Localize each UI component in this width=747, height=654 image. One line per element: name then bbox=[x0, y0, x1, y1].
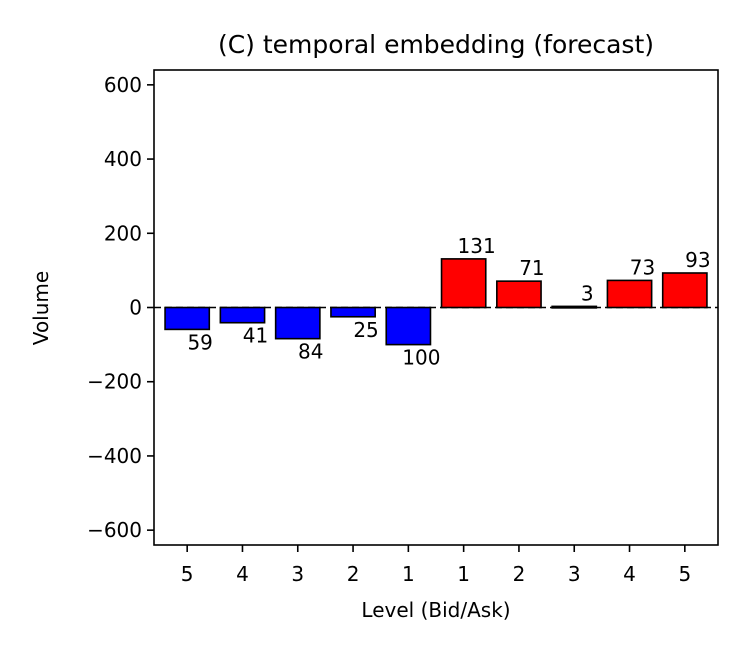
x-tick-label: 4 bbox=[623, 562, 636, 586]
bar-value-label: 3 bbox=[581, 281, 594, 305]
bar-value-label: 131 bbox=[458, 234, 496, 258]
x-tick-label: 3 bbox=[291, 562, 304, 586]
ask-bar bbox=[496, 280, 542, 309]
plot-frame bbox=[153, 69, 719, 546]
y-tick-label: 400 bbox=[104, 147, 142, 171]
x-axis: 5 4 3 2 1 1 2 3 4 5 bbox=[181, 545, 691, 586]
bar-value-labels: 59 41 84 25 100 131 71 3 73 93 bbox=[187, 234, 710, 370]
bar-value-label: 71 bbox=[519, 256, 544, 280]
x-tick-label: 1 bbox=[457, 562, 470, 586]
bar-value-label: 73 bbox=[630, 255, 655, 279]
x-tick-label: 2 bbox=[347, 562, 360, 586]
ask-bar bbox=[440, 258, 487, 309]
y-tick-label: 0 bbox=[129, 296, 142, 320]
x-tick-label: 2 bbox=[513, 562, 526, 586]
bid-bar bbox=[164, 306, 211, 331]
bar-value-label: 100 bbox=[402, 346, 440, 370]
bar-value-label: 41 bbox=[243, 324, 268, 348]
bid-bar bbox=[330, 306, 376, 318]
x-tick-label: 5 bbox=[678, 562, 691, 586]
x-tick-label: 5 bbox=[181, 562, 194, 586]
x-tick-label: 3 bbox=[568, 562, 581, 586]
bar-value-label: 93 bbox=[685, 248, 710, 272]
x-tick-label: 1 bbox=[402, 562, 415, 586]
y-axis: 600 400 200 0 −200 −400 −600 bbox=[87, 73, 154, 542]
bar-value-label: 84 bbox=[298, 340, 323, 364]
y-tick-label: 200 bbox=[104, 221, 142, 245]
y-tick-label: −400 bbox=[87, 444, 142, 468]
bar-value-label: 25 bbox=[353, 318, 378, 342]
x-tick-label: 4 bbox=[236, 562, 249, 586]
bid-bar bbox=[385, 306, 432, 346]
ask-bar bbox=[606, 279, 653, 309]
y-tick-label: −200 bbox=[87, 370, 142, 394]
bar-value-label: 59 bbox=[187, 330, 212, 354]
y-axis-label: Volume bbox=[29, 271, 53, 345]
x-axis-label: Level (Bid/Ask) bbox=[361, 598, 510, 622]
bar-series bbox=[164, 258, 708, 346]
bid-bar bbox=[274, 306, 321, 340]
chart-title: (C) temporal embedding (forecast) bbox=[218, 30, 654, 59]
ask-bar bbox=[661, 272, 708, 309]
ask-bar bbox=[551, 305, 598, 309]
y-tick-label: −600 bbox=[87, 518, 142, 542]
y-tick-label: 600 bbox=[104, 73, 142, 97]
bid-bar bbox=[219, 306, 266, 324]
